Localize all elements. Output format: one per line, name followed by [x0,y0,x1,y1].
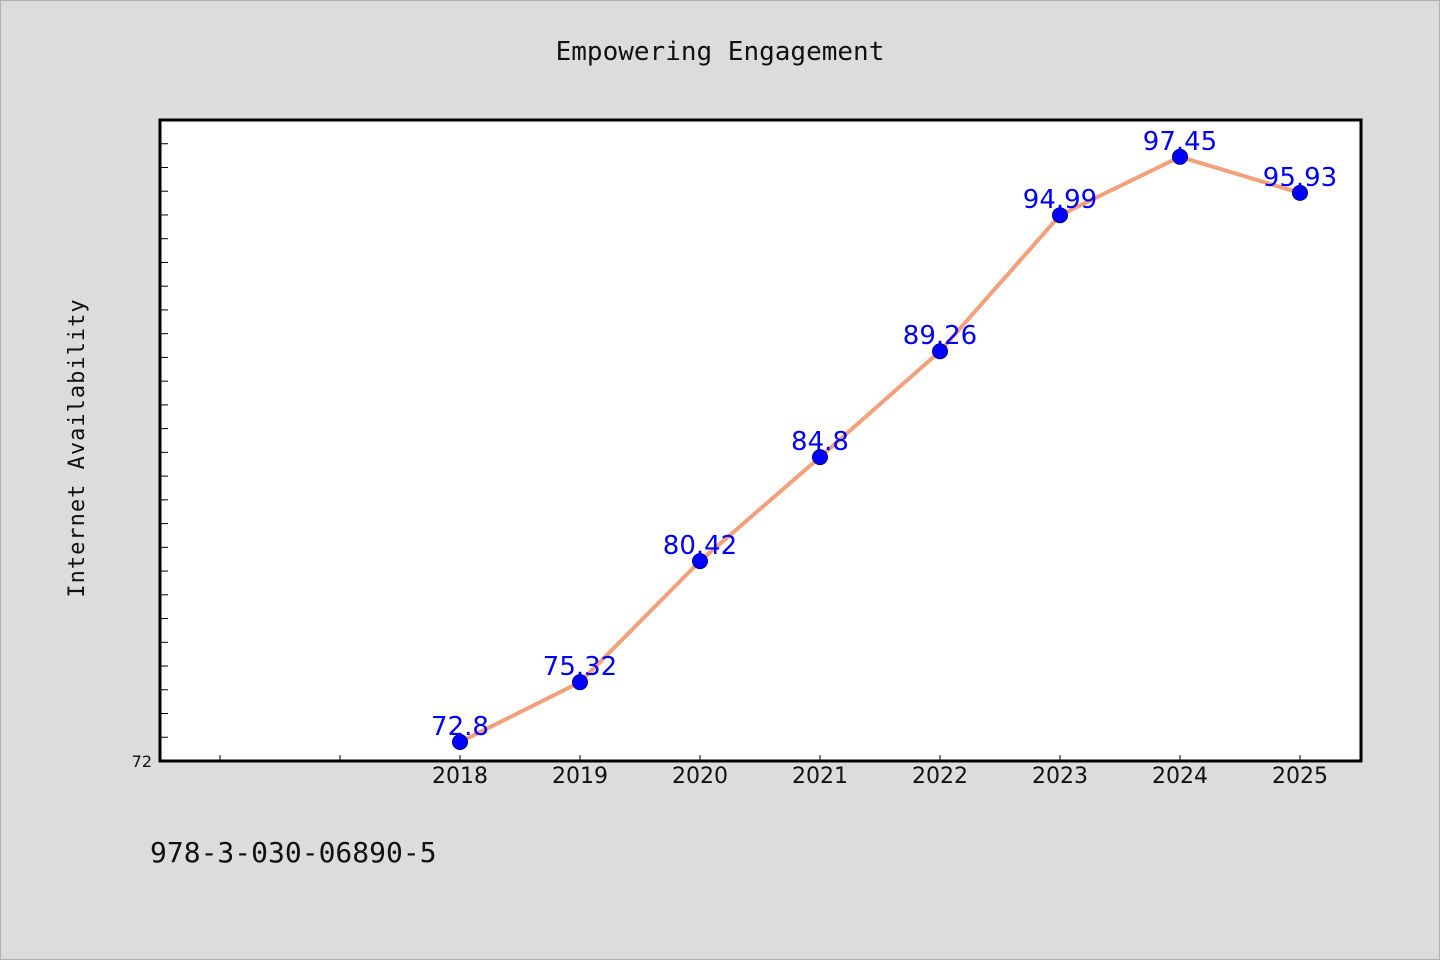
data-label: 97.45 [1143,127,1217,157]
y-axis-label: Internet Availability [65,298,90,597]
data-point [572,674,588,691]
data-point [452,734,468,751]
x-tick-label: 2025 [1272,764,1328,789]
data-point [1292,184,1308,201]
data-label: 80.42 [663,531,737,561]
chart-title: Empowering Engagement [556,37,885,67]
x-tick-label: 2022 [912,764,968,789]
plot-area [158,118,1363,763]
x-tick-label: 2020 [672,764,728,789]
x-tick-label: 2021 [792,764,848,789]
data-label: 95.93 [1263,163,1337,193]
x-ticks [219,755,1301,761]
x-tick-label: 2019 [552,764,608,789]
data-point [932,343,948,360]
y-minor-ticks [160,119,168,762]
data-point [1172,148,1188,165]
series-line [459,154,1301,744]
data-point [1052,207,1068,224]
x-tick-labels: 2018 2019 2020 2021 2022 2023 2024 2025 [432,764,1328,789]
x-tick-label: 2023 [1032,764,1088,789]
y-tick-label: 72 [132,752,152,771]
y-tick-labels: 72 [132,752,152,771]
x-tick-label: 2018 [432,764,488,789]
data-point [692,553,708,570]
data-labels: 72.8 75.32 80.42 84.8 89.26 94.99 97.45 95.93 [431,127,1337,742]
data-label: 72.8 [431,712,489,742]
data-label: 89.26 [903,321,977,351]
x-tick-label: 2024 [1152,764,1208,789]
series-markers [452,148,1308,751]
data-label: 84.8 [791,427,849,457]
footer-code: 978-3-030-06890-5 [150,836,437,869]
data-point [812,449,828,466]
data-label: 94.99 [1023,185,1097,215]
data-label: 75.32 [543,652,617,682]
